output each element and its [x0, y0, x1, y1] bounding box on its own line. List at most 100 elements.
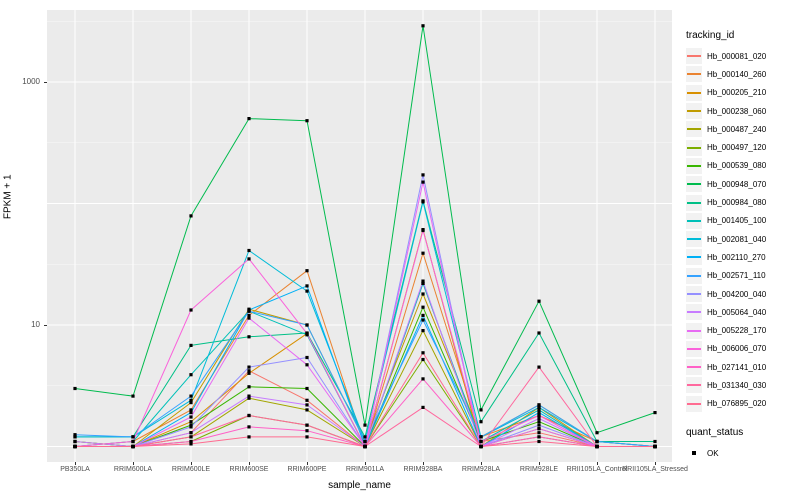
x-tick-label: RRII105LA_Control [566, 466, 628, 473]
legend-key-line [687, 329, 701, 332]
data-point [305, 423, 309, 427]
data-point [247, 257, 251, 261]
data-point [421, 173, 425, 177]
quant-legend-items: OK [686, 444, 798, 462]
data-point [479, 444, 483, 449]
legend-key-line [687, 146, 701, 149]
data-point [189, 415, 193, 419]
data-point [421, 405, 425, 409]
data-point [305, 289, 309, 293]
data-point [479, 420, 483, 424]
legend-item-label: Hb_005228_170 [707, 326, 767, 336]
data-point [305, 403, 309, 407]
legend-item: Hb_005064_040 [686, 303, 798, 321]
x-tick-label: RRIM600PE [287, 466, 327, 473]
legend-item: Hb_027141_010 [686, 358, 798, 376]
data-point [595, 444, 599, 449]
x-tick-label: RRIM600LE [171, 466, 211, 473]
data-point [421, 180, 425, 184]
data-point [305, 284, 309, 288]
data-point [247, 365, 251, 369]
data-point [537, 405, 541, 409]
legend-item: Hb_004200_040 [686, 285, 798, 303]
data-point [537, 435, 541, 439]
legend-item: Hb_005228_170 [686, 321, 798, 339]
legend-item-label: Hb_000081_020 [707, 51, 767, 61]
data-point [421, 377, 425, 381]
data-point [73, 439, 77, 444]
legend-item-label: Hb_005064_040 [707, 307, 767, 317]
data-point [247, 313, 251, 317]
legend-key-line [687, 164, 701, 167]
legend-item: Hb_000497_120 [686, 138, 798, 156]
data-point [363, 435, 367, 439]
data-point [305, 386, 309, 391]
legend-item-label: Hb_004200_040 [707, 289, 767, 299]
data-point [537, 416, 541, 421]
data-point [131, 444, 135, 449]
data-point [189, 435, 193, 439]
legend-item-label: Hb_000238_060 [707, 106, 767, 116]
legend-item-label: Hb_000984_080 [707, 198, 767, 208]
data-point [189, 431, 193, 435]
legend-item-label: Hb_027141_010 [707, 362, 767, 372]
data-point [537, 408, 541, 412]
data-point [421, 318, 425, 322]
quant-legend-title: quant_status [686, 426, 744, 438]
legend-key [686, 267, 702, 284]
data-point [537, 403, 541, 407]
data-point [189, 411, 193, 415]
data-point [305, 429, 309, 433]
legend-item: Hb_031340_030 [686, 376, 798, 394]
data-point [73, 435, 77, 439]
plot-panel [47, 10, 672, 462]
legend-item-label: Hb_002110_270 [707, 252, 766, 262]
data-point [421, 305, 425, 309]
legend-item-label: Hb_000497_120 [707, 143, 767, 153]
data-point [421, 228, 425, 233]
data-point [421, 281, 425, 285]
data-point [479, 439, 483, 444]
legend-item: Hb_002110_270 [686, 248, 798, 266]
data-point [247, 117, 251, 121]
data-point [247, 396, 251, 400]
legend-item-label: Hb_002081_040 [707, 234, 767, 244]
data-point [247, 385, 251, 389]
legend-key [686, 194, 702, 211]
legend-item: Hb_000205_210 [686, 84, 798, 102]
legend-key [686, 48, 702, 65]
x-tick-mark [307, 462, 308, 465]
legend-key-line [687, 110, 701, 113]
data-point [131, 439, 135, 444]
legend-item: Hb_006006_070 [686, 340, 798, 358]
data-point [131, 394, 135, 398]
data-point [363, 423, 367, 427]
data-point [247, 425, 251, 429]
chart-canvas [47, 10, 672, 462]
legend-item-label: Hb_000205_210 [707, 88, 767, 98]
x-tick-mark [423, 462, 424, 465]
data-point [537, 331, 541, 335]
x-tick-label: PB350LA [60, 466, 90, 473]
legend-key [686, 139, 702, 156]
legend-key [686, 304, 702, 321]
data-point [537, 427, 541, 431]
legend-item: Hb_000487_240 [686, 120, 798, 138]
data-point [421, 292, 425, 296]
data-point [247, 435, 251, 439]
legend-key-line [687, 402, 701, 405]
legend-key [686, 212, 702, 229]
data-point [189, 420, 193, 424]
x-tick-mark [539, 462, 540, 465]
x-tick-label: RRIM600SE [229, 466, 269, 473]
data-point [305, 332, 309, 336]
y-tick-mark [44, 82, 47, 83]
legend-key [686, 377, 702, 394]
legend: tracking_id Hb_000081_020 Hb_000140_260 Hb… [686, 30, 798, 462]
data-point [363, 439, 367, 444]
x-tick-mark [365, 462, 366, 465]
legend-item: Hb_002081_040 [686, 230, 798, 248]
legend-item-label: Hb_001405_100 [707, 216, 767, 226]
data-point [189, 425, 193, 429]
x-axis-title: sample_name [328, 480, 391, 491]
